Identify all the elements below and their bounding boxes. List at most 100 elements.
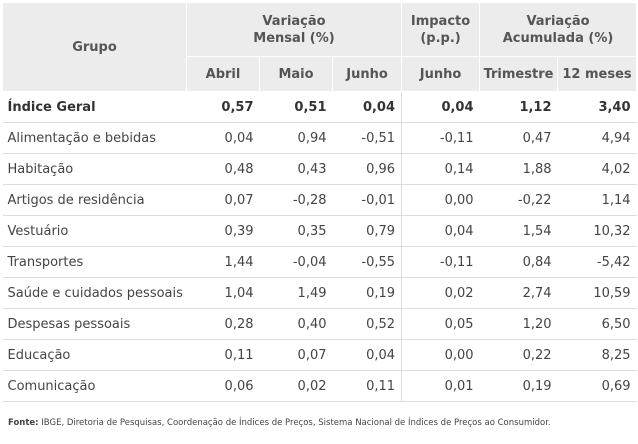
cell-impacto: 0,14: [401, 153, 480, 185]
row-group-name: Comunicação: [2, 370, 187, 402]
table-row: Vestuário 0,39 0,35 0,79 0,04 1,54 10,32: [2, 215, 637, 247]
cell-trimestre: 2,74: [479, 277, 558, 309]
header-variacao-acumulada: Variação Acumulada (%): [479, 2, 638, 57]
subheader-maio: Maio: [259, 56, 333, 92]
table-row: Alimentação e bebidas 0,04 0,94 -0,51 -0…: [2, 122, 637, 154]
header-variacao-acumulada-line1: Variação: [526, 13, 590, 29]
cell-impacto: 0,00: [401, 184, 480, 216]
cell-maio: 0,94: [259, 122, 333, 154]
cell-trimestre: 0,19: [479, 370, 558, 402]
cell-abril: 1,44: [186, 246, 260, 278]
cell-trimestre: 1,20: [479, 308, 558, 340]
table-row: Educação 0,11 0,07 0,04 0,00 0,22 8,25: [2, 339, 637, 371]
cell-trimestre: 1,12: [479, 91, 558, 123]
header-impacto-line1: Impacto: [410, 13, 471, 29]
cell-impacto: 0,05: [401, 308, 480, 340]
table-row: Comunicação 0,06 0,02 0,11 0,01 0,19 0,6…: [2, 370, 637, 402]
row-group-name: Alimentação e bebidas: [2, 122, 187, 154]
cell-12-meses: -5,42: [557, 246, 637, 278]
cell-impacto: 0,02: [401, 277, 480, 309]
row-group-name: Habitação: [2, 153, 187, 185]
cell-junho: -0,01: [332, 184, 403, 216]
cell-12-meses: 4,02: [557, 153, 637, 185]
table-row: Habitação 0,48 0,43 0,96 0,14 1,88 4,02: [2, 153, 637, 185]
header-grupo: Grupo: [2, 2, 187, 92]
cell-abril: 0,28: [186, 308, 260, 340]
row-group-name: Saúde e cuidados pessoais: [2, 277, 187, 309]
cell-abril: 0,57: [186, 91, 260, 123]
header-variacao-mensal-line2: Mensal (%): [253, 30, 335, 46]
cell-12-meses: 0,69: [557, 370, 637, 402]
row-group-name: Despesas pessoais: [2, 308, 187, 340]
cell-trimestre: 1,54: [479, 215, 558, 247]
cell-abril: 0,39: [186, 215, 260, 247]
cell-impacto: -0,11: [401, 246, 480, 278]
cell-impacto: 0,04: [401, 91, 480, 123]
cell-maio: -0,04: [259, 246, 333, 278]
cell-junho: 0,04: [332, 91, 403, 123]
header-impacto: Impacto (p.p.): [401, 2, 481, 57]
row-group-name: Transportes: [2, 246, 187, 278]
cell-maio: 1,49: [259, 277, 333, 309]
cell-abril: 0,07: [186, 184, 260, 216]
cell-maio: 0,43: [259, 153, 333, 185]
cell-junho: -0,51: [332, 122, 403, 154]
cell-abril: 1,04: [186, 277, 260, 309]
subheader-junho: Junho: [331, 56, 403, 92]
cell-junho: 0,19: [332, 277, 403, 309]
cell-maio: 0,51: [259, 91, 333, 123]
table-header: Grupo Variação Mensal (%) Impacto (p.p.)…: [2, 2, 638, 92]
cell-abril: 0,11: [186, 339, 260, 371]
cell-12-meses: 6,50: [557, 308, 637, 340]
subheader-impacto-junho: Junho: [401, 56, 481, 92]
cell-junho: 0,96: [332, 153, 403, 185]
cell-impacto: -0,11: [401, 122, 480, 154]
cell-maio: -0,28: [259, 184, 333, 216]
table-row: Transportes 1,44 -0,04 -0,55 -0,11 0,84 …: [2, 246, 637, 278]
cell-12-meses: 8,25: [557, 339, 637, 371]
header-variacao-mensal-line1: Variação: [262, 13, 326, 29]
row-group-name: Vestuário: [2, 215, 187, 247]
cell-impacto: 0,00: [401, 339, 480, 371]
cell-junho: 0,11: [332, 370, 403, 402]
cell-trimestre: 0,22: [479, 339, 558, 371]
row-group-name: Educação: [2, 339, 187, 371]
source-label: Fonte:: [8, 418, 39, 428]
cell-12-meses: 10,59: [557, 277, 637, 309]
cell-junho: 0,79: [332, 215, 403, 247]
cell-impacto: 0,04: [401, 215, 480, 247]
row-group-name: Artigos de residência: [2, 184, 187, 216]
cell-maio: 0,40: [259, 308, 333, 340]
cell-junho: -0,55: [332, 246, 403, 278]
cell-trimestre: 0,84: [479, 246, 558, 278]
cell-junho: 0,52: [332, 308, 403, 340]
table-row: Índice Geral 0,57 0,51 0,04 0,04 1,12 3,…: [2, 91, 637, 123]
cell-impacto: 0,01: [401, 370, 480, 402]
cell-12-meses: 4,94: [557, 122, 637, 154]
cell-12-meses: 1,14: [557, 184, 637, 216]
cell-maio: 0,35: [259, 215, 333, 247]
cell-abril: 0,04: [186, 122, 260, 154]
cell-maio: 0,02: [259, 370, 333, 402]
cell-maio: 0,07: [259, 339, 333, 371]
cell-abril: 0,06: [186, 370, 260, 402]
ipca-table: Grupo Variação Mensal (%) Impacto (p.p.)…: [2, 2, 638, 402]
row-group-name: Índice Geral: [2, 91, 187, 123]
cell-junho: 0,04: [332, 339, 403, 371]
cell-12-meses: 3,40: [557, 91, 637, 123]
subheader-trimestre: Trimestre: [479, 56, 559, 92]
cell-trimestre: 0,47: [479, 122, 558, 154]
table-row: Despesas pessoais 0,28 0,40 0,52 0,05 1,…: [2, 308, 637, 340]
table-body: Índice Geral 0,57 0,51 0,04 0,04 1,12 3,…: [2, 91, 637, 402]
table-row: Artigos de residência 0,07 -0,28 -0,01 0…: [2, 184, 637, 216]
subheader-abril: Abril: [186, 56, 260, 92]
header-variacao-acumulada-line2: Acumulada (%): [502, 30, 614, 46]
table-row: Saúde e cuidados pessoais 1,04 1,49 0,19…: [2, 277, 637, 309]
cell-12-meses: 10,32: [557, 215, 637, 247]
source-note: Fonte: IBGE, Diretoria de Pesquisas, Coo…: [8, 418, 551, 428]
subheader-12-meses: 12 meses: [557, 56, 638, 92]
cell-trimestre: -0,22: [479, 184, 558, 216]
source-text: IBGE, Diretoria de Pesquisas, Coordenaçã…: [38, 418, 551, 428]
cell-trimestre: 1,88: [479, 153, 558, 185]
